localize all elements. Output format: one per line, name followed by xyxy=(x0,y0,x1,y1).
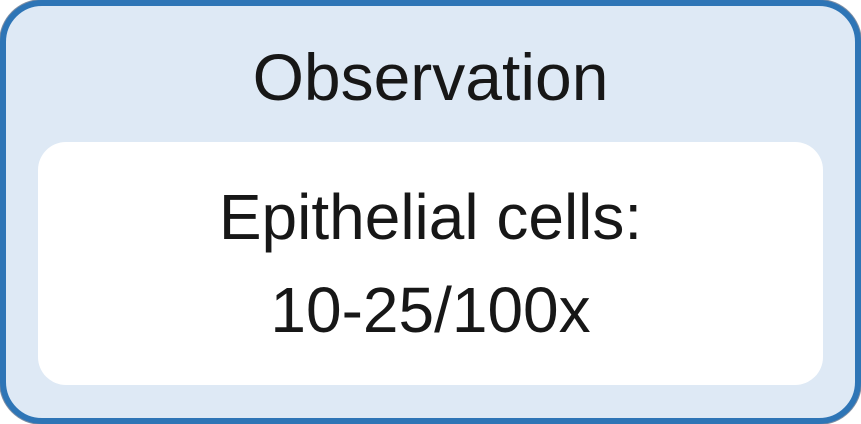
observation-card-title: Observation xyxy=(252,40,609,114)
observation-value-box: Epithelial cells: 10-25/100x xyxy=(38,142,823,385)
observation-line-2: 10-25/100x xyxy=(270,273,591,346)
observation-line-1: Epithelial cells: xyxy=(218,180,643,253)
